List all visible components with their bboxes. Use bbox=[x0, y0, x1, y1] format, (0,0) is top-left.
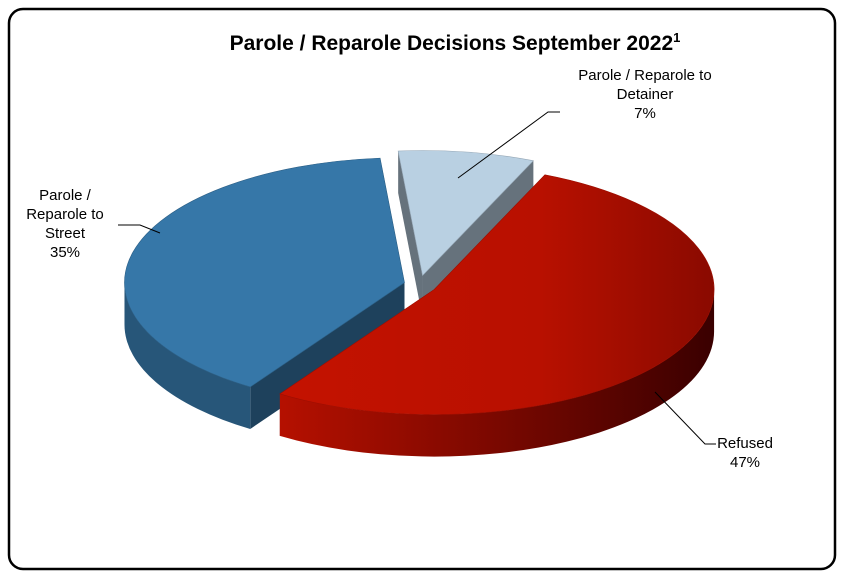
chart-title-block: Parole / Reparole Decisions September 20… bbox=[0, 30, 844, 56]
category-label: Refused bbox=[717, 435, 773, 452]
data-label: Parole / Reparole to Detainer 7% bbox=[555, 66, 735, 123]
leader-line bbox=[118, 224, 161, 234]
value-label: 47% bbox=[729, 454, 761, 471]
value-label: 35% bbox=[49, 244, 81, 261]
slice-side bbox=[124, 282, 251, 429]
title-footnote: 1 bbox=[673, 30, 681, 45]
slice bbox=[397, 150, 534, 277]
slice-wall bbox=[398, 150, 423, 318]
category-label: Parole / Reparole to Street bbox=[26, 187, 104, 242]
category-label: Parole / Reparole to Detainer bbox=[578, 67, 712, 103]
slice bbox=[124, 157, 405, 388]
slice bbox=[279, 174, 715, 415]
chart-title: Parole / Reparole Decisions September 20… bbox=[229, 32, 674, 55]
leader-line bbox=[654, 391, 716, 445]
data-label: Parole / Reparole to Street 35% bbox=[10, 186, 120, 262]
slice-side bbox=[279, 289, 715, 457]
value-label: 7% bbox=[634, 105, 656, 122]
data-label: Refused 47% bbox=[700, 434, 790, 472]
leader-line bbox=[457, 111, 560, 179]
